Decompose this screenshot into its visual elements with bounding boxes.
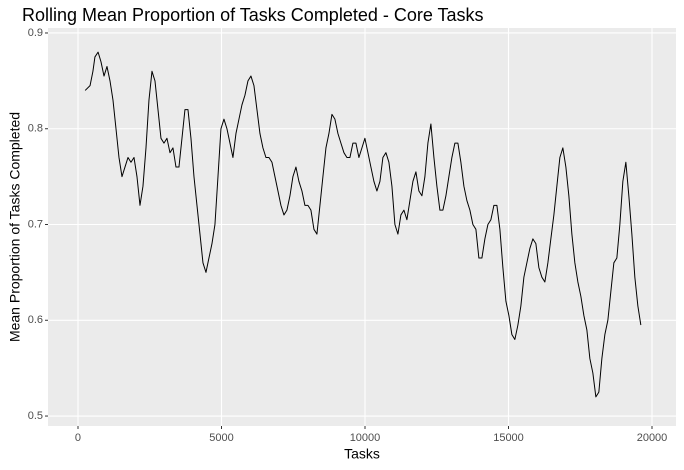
panel (48, 28, 676, 426)
y-tick-label: 0.6 (28, 314, 43, 326)
x-tick-label: 15000 (493, 432, 524, 444)
y-tick-label: 0.5 (28, 410, 43, 422)
y-axis-title: Mean Proportion of Tasks Completed (7, 112, 23, 342)
x-tick-label: 20000 (637, 432, 668, 444)
y-tick-label: 0.7 (28, 218, 43, 230)
x-axis-title: Tasks (344, 446, 380, 462)
y-tick-label: 0.9 (28, 27, 43, 39)
x-tick-label: 10000 (350, 432, 381, 444)
data-line (84, 51, 642, 398)
chart-title: Rolling Mean Proportion of Tasks Complet… (22, 5, 484, 25)
x-tick-label: 5000 (209, 432, 233, 444)
x-tick-label: 0 (75, 432, 81, 444)
y-tick-label: 0.8 (28, 123, 43, 135)
